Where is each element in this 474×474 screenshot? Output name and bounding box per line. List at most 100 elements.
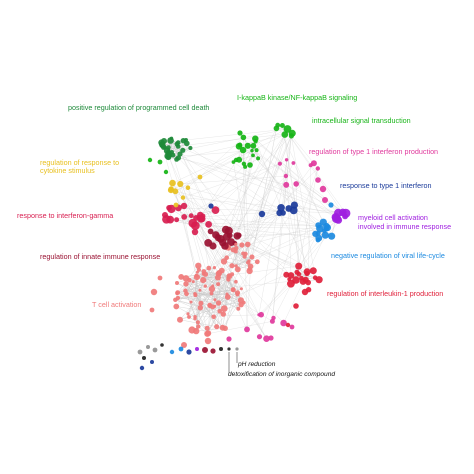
network-node-ikappab: [250, 148, 254, 153]
network-edge: [212, 133, 293, 307]
network-edge: [207, 321, 273, 334]
network-node-t-cell-activation: [221, 305, 228, 312]
network-node-t-cell-activation: [195, 262, 202, 269]
network-node-programmed-cell-death: [166, 152, 172, 159]
network-edge: [225, 292, 238, 329]
network-node-interferon-gamma: [205, 221, 213, 228]
network-node-t-cell-activation: [175, 281, 179, 285]
network-node-cytokine-stimulus: [173, 202, 179, 208]
network-node-intracellular-signal: [279, 123, 285, 128]
network-node-response-type1-interferon: [139, 365, 145, 371]
network-edge: [187, 242, 232, 314]
network-node-type1-interferon-production: [268, 335, 274, 341]
network-edge: [168, 207, 339, 214]
network-node-interferon-gamma: [180, 202, 188, 210]
network-node-t-cell-activation: [243, 251, 248, 257]
label-programmed-cell-death: positive regulation of programmed cell d…: [68, 103, 210, 112]
network-node-t-cell-activation: [193, 316, 197, 321]
network-nodes: [137, 122, 351, 371]
network-node-type1-interferon-production: [257, 313, 261, 317]
network-node-type1-interferon-production: [291, 161, 296, 165]
network-node-innate-immune: [233, 232, 241, 240]
network-edge: [228, 134, 285, 249]
network-edge: [176, 282, 216, 300]
network-edge: [295, 168, 319, 281]
network-node-type1-interferon-production: [319, 185, 327, 193]
network-node-viral-life-cycle: [321, 231, 329, 239]
network-node-type1-interferon-production: [315, 166, 320, 171]
network-node-t-cell-activation: [233, 249, 238, 254]
network-node-t-cell-activation: [236, 306, 241, 311]
network-node-t-cell-activation: [216, 282, 221, 287]
network-edge: [199, 290, 223, 328]
network-node-t-cell-activation: [234, 266, 241, 273]
network-node-cytokine-stimulus: [185, 185, 191, 190]
network-node-innate-immune: [202, 347, 208, 353]
label-myeloid-line2: involved in immune response: [358, 222, 452, 231]
network-node-misc-black: [227, 347, 231, 351]
network-node-programmed-cell-death: [184, 138, 188, 142]
network-node-t-cell-activation: [150, 288, 158, 296]
network-edge: [170, 188, 267, 339]
network-node-t-cell-activation: [239, 287, 243, 291]
label-response-type1-interferon: response to type 1 interferon: [340, 181, 432, 190]
network-node-t-cell-activation: [204, 330, 211, 337]
network-node-programmed-cell-death: [177, 151, 183, 157]
network-node-t-cell-activation: [198, 288, 202, 292]
network-node-ikappab: [250, 142, 257, 149]
network-node-misc-black: [142, 356, 146, 360]
network-node-t-cell-activation: [220, 258, 228, 265]
network-node-type1-interferon-production: [256, 334, 263, 340]
network-node-innate-immune: [214, 234, 222, 242]
network-edge: [252, 155, 326, 236]
network-edge: [194, 305, 210, 319]
network-node-t-cell-activation: [238, 302, 244, 308]
network-node-innate-immune: [221, 242, 229, 250]
network-edge: [282, 125, 346, 214]
network-node-t-cell-activation: [175, 295, 181, 301]
network-node-innate-immune: [222, 232, 231, 241]
network-edge: [177, 146, 260, 315]
network-node-t-cell-activation: [245, 241, 251, 248]
network-edge: [213, 227, 328, 317]
network-node-interleukin1: [295, 262, 303, 270]
network-node-t-cell-activation: [204, 325, 210, 331]
network-node-t-cell-activation: [210, 304, 216, 310]
network-node-interleukin1: [293, 303, 299, 309]
network-edge: [235, 230, 325, 267]
network-node-viral-life-cycle: [169, 349, 175, 355]
network-edge: [192, 222, 319, 239]
network-node-type1-interferon-production: [289, 324, 295, 330]
network-node-type1-interferon-production: [315, 177, 321, 183]
network-edge: [252, 155, 325, 231]
network-node-misc-gray: [146, 345, 150, 349]
network-node-ikappab: [256, 156, 261, 161]
network-node-t-cell-activation: [239, 242, 245, 248]
network-node-type1-interferon-production: [263, 335, 270, 343]
network-edge: [291, 135, 315, 164]
annotation-leader-lines: [228, 352, 238, 373]
network-edge: [307, 165, 311, 283]
label-innate-immune: regulation of innate immune response: [40, 252, 161, 261]
network-node-t-cell-activation: [211, 284, 215, 288]
network-node-t-cell-activation: [216, 269, 222, 276]
network-node-response-type1-interferon: [186, 349, 192, 355]
network-node-interferon-gamma: [211, 206, 220, 215]
network-edge: [172, 154, 346, 217]
network-node-ikappab: [163, 169, 169, 175]
network-node-t-cell-activation: [204, 337, 212, 345]
network-node-intracellular-signal: [288, 133, 294, 139]
network-node-t-cell-activation: [246, 267, 253, 275]
network-edge: [168, 150, 252, 158]
network-edge: [215, 134, 285, 236]
network-edge: [255, 138, 282, 208]
network-node-viral-life-cycle: [328, 232, 336, 240]
network-edge: [196, 217, 327, 227]
network-node-interferon-gamma: [197, 211, 204, 219]
network-node-interferon-gamma: [181, 214, 188, 220]
network-node-misc-gray: [152, 347, 158, 353]
network-node-programmed-cell-death: [161, 138, 167, 144]
network-node-ikappab: [157, 159, 163, 165]
network-node-t-cell-activation: [195, 320, 200, 325]
network-node-t-cell-activation: [249, 254, 255, 260]
